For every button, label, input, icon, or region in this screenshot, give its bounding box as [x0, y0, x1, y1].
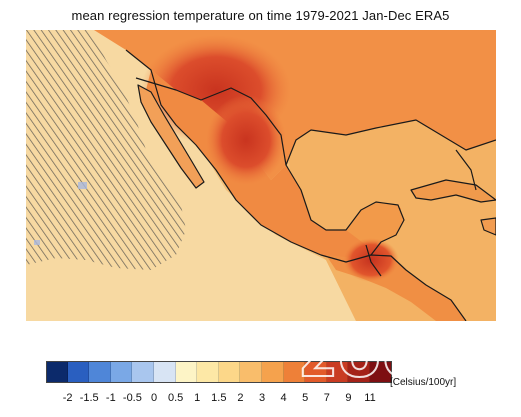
colorbar-tick-label: 5 — [302, 392, 309, 404]
colorbar-swatch — [89, 361, 111, 383]
colorbar-frame — [46, 361, 392, 383]
zoom-watermark: zoom — [299, 317, 494, 392]
colorbar-tick-label: 0.5 — [167, 392, 184, 404]
colorbar-swatch — [197, 361, 219, 383]
baja-coastline — [137, 84, 205, 189]
colorbar-swatch — [154, 361, 176, 383]
colorbar-tick-label: 3 — [258, 392, 266, 404]
colorbar-tick-label: 11 — [364, 392, 376, 404]
colorbar-swatch — [305, 361, 327, 383]
colorbar-tick-label: -0.5 — [122, 392, 142, 404]
colorbar-swatch — [175, 361, 198, 383]
colorbar-swatch — [348, 361, 370, 383]
colorbar-unit-label: [Celsius/100yr] — [390, 377, 457, 388]
blue-speck — [78, 182, 87, 189]
colorbar-swatch — [110, 361, 133, 383]
gulf-coastline — [285, 119, 496, 256]
colorbar-tick-label: 9 — [345, 392, 352, 404]
colorbar-tick-label: 1 — [194, 392, 201, 404]
colorbar-tick-label: 2 — [237, 392, 244, 404]
colorbar-tick-label: -2 — [62, 392, 73, 404]
florida-outline — [455, 149, 477, 191]
colorbar-tick-label: -1 — [105, 392, 116, 404]
baja-california — [138, 85, 204, 188]
temperature-trend-map — [26, 30, 496, 321]
cuba-outline — [410, 179, 496, 203]
colorbar-tick-label: 4 — [280, 392, 287, 404]
hot-core-mexico — [206, 95, 286, 185]
yucatan-land — [346, 202, 404, 245]
colorbar-swatch — [132, 361, 154, 383]
colorbar-tick-label: 7 — [323, 392, 330, 404]
colorbar-swatch — [283, 361, 306, 383]
pacific-coastline — [125, 49, 467, 321]
colorbar-swatch — [262, 361, 284, 383]
central-america-border — [365, 244, 382, 277]
colorbar-swatch — [240, 361, 262, 383]
hispaniola-outline — [480, 217, 496, 236]
us-mexico-border — [135, 77, 287, 166]
colorbar-tick-label: -1.5 — [79, 392, 99, 404]
mexico-land — [146, 70, 401, 262]
blue-speck — [34, 240, 40, 245]
map-title: mean regression temperature on time 1979… — [71, 8, 450, 23]
hatched-region — [26, 30, 186, 270]
colorbar-swatch — [218, 361, 241, 383]
colorbar-tick-label: 0 — [150, 392, 158, 404]
colorbar-swatch — [46, 361, 68, 383]
hispaniola-island — [481, 218, 496, 235]
colorbar-tick-label: 1.5 — [211, 392, 227, 404]
colorbar-swatch — [326, 361, 349, 383]
colorbar-swatch — [67, 361, 90, 383]
